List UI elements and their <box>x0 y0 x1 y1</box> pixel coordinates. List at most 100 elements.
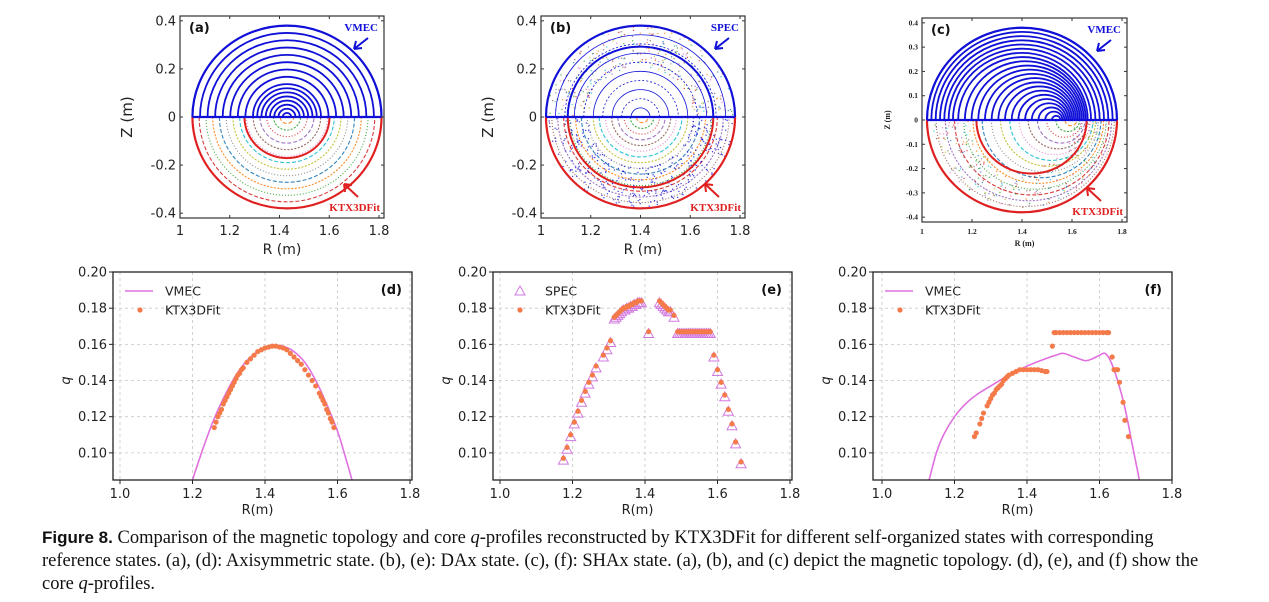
panel-label: (e) <box>761 283 782 298</box>
poincare-point <box>682 53 684 55</box>
poincare-point <box>632 192 634 195</box>
x-tick-label: 1.6 <box>327 487 348 502</box>
data-point-spec <box>604 336 617 348</box>
poincare-point <box>691 102 694 104</box>
poincare-point <box>696 88 698 91</box>
poincare-point <box>605 180 607 183</box>
poincare-point <box>675 165 678 167</box>
poincare-point <box>588 89 590 91</box>
poincare-point <box>693 124 695 127</box>
ktx-flux-surface <box>1046 119 1083 138</box>
poincare-point <box>664 32 666 35</box>
poincare-point <box>1018 189 1020 191</box>
poincare-point <box>700 137 702 139</box>
poincare-point <box>646 190 649 192</box>
y-tick-label: 0.14 <box>458 374 487 389</box>
poincare-point <box>615 202 618 204</box>
poincare-point <box>1015 180 1018 183</box>
poincare-point <box>590 69 593 72</box>
poincare-point <box>692 99 694 102</box>
poincare-point <box>974 183 977 185</box>
poincare-point <box>618 177 620 179</box>
poincare-point <box>574 58 576 61</box>
ktx-flux-surface <box>225 116 349 177</box>
poincare-point <box>578 139 581 142</box>
plot-area <box>928 329 1141 480</box>
poincare-point <box>1004 198 1006 201</box>
reference-boundary <box>191 24 383 118</box>
poincare-point <box>658 168 660 170</box>
poincare-point <box>971 140 973 142</box>
poincare-point <box>599 61 601 63</box>
legend-swatch-triangle <box>514 284 526 296</box>
data-point-spec <box>564 430 577 442</box>
data-point-ktx3dfit <box>313 383 319 389</box>
poincare-point <box>662 42 664 45</box>
poincare-point <box>596 152 599 155</box>
data-point-spec <box>590 361 602 373</box>
figure-caption: Figure 8. Comparison of the magnetic top… <box>42 526 1222 596</box>
poincare-point <box>652 43 655 45</box>
x-tick-label: 1.0 <box>872 487 893 502</box>
poincare-point <box>977 177 980 179</box>
poincare-point <box>639 60 642 63</box>
data-point-spec <box>572 407 584 418</box>
poincare-point <box>652 174 654 176</box>
poincare-point <box>579 80 582 83</box>
poincare-point <box>729 140 731 143</box>
poincare-point <box>683 144 685 146</box>
poincare-point <box>619 31 621 33</box>
poincare-point <box>707 106 710 109</box>
data-point-ktx3dfit <box>638 298 644 304</box>
poincare-point <box>624 66 627 68</box>
reference-flux-surface <box>573 52 708 118</box>
poincare-point <box>710 76 713 78</box>
y-tick-label: 0.12 <box>838 410 867 425</box>
poincare-point <box>1082 178 1084 181</box>
poincare-point <box>593 57 595 59</box>
poincare-point <box>551 100 554 102</box>
poincare-point <box>702 102 705 104</box>
data-point-ktx3dfit <box>213 419 219 425</box>
poincare-point <box>662 59 664 62</box>
poincare-point <box>608 190 611 193</box>
poincare-point <box>589 131 592 133</box>
data-point-spec <box>729 437 742 449</box>
poincare-point <box>628 197 630 199</box>
poincare-point <box>655 192 657 194</box>
panel-f: 1.0 1.2 1.4 1.6 1.8 0.10 0.12 0.14 0.16 0.18 0.20 R… <box>819 266 1182 519</box>
poincare-point <box>709 143 711 145</box>
poincare-point <box>563 139 565 142</box>
x-tick-label: 1.8 <box>780 487 801 502</box>
poincare-point <box>671 162 673 164</box>
poincare-point <box>641 59 644 61</box>
poincare-point <box>1066 170 1068 172</box>
poincare-point <box>720 98 722 101</box>
poincare-point <box>716 144 719 146</box>
poincare-point <box>669 166 672 168</box>
poincare-point <box>974 180 977 182</box>
poincare-point <box>646 41 648 44</box>
poincare-point <box>731 113 734 116</box>
poincare-point <box>953 167 955 169</box>
poincare-point <box>704 142 706 144</box>
poincare-point <box>1029 189 1031 192</box>
poincare-point <box>676 47 679 49</box>
poincare-point <box>1087 175 1090 177</box>
poincare-point <box>654 182 656 184</box>
poincare-point <box>685 186 687 188</box>
poincare-point <box>987 199 989 201</box>
poincare-point <box>588 96 590 99</box>
poincare-point <box>571 103 573 106</box>
ktx-flux-surface <box>580 116 701 175</box>
poincare-point <box>652 33 654 35</box>
poincare-point <box>654 63 657 65</box>
poincare-point <box>613 169 616 171</box>
poincare-point <box>943 133 945 135</box>
poincare-point <box>669 36 671 38</box>
poincare-point <box>983 163 985 166</box>
x-tick-label: 1.4 <box>630 224 651 239</box>
poincare-point <box>650 33 652 35</box>
legend-swatch-dot <box>137 307 143 313</box>
poincare-point <box>982 156 985 158</box>
